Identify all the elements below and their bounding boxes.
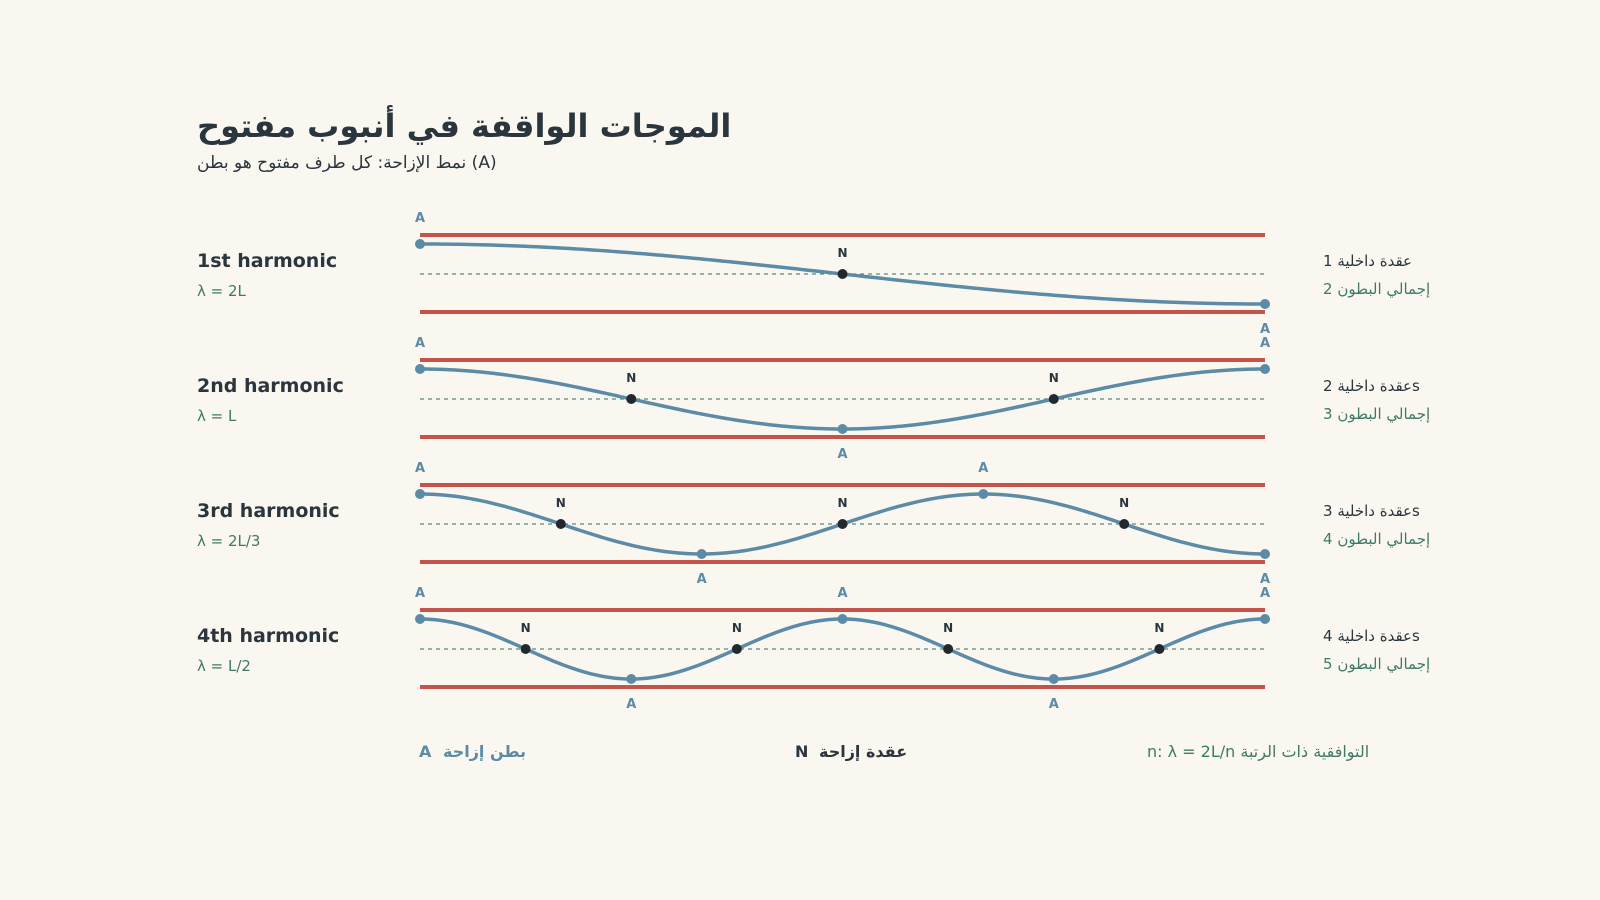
antinode-marker [837, 614, 848, 624]
antinode-label: A [1260, 572, 1270, 587]
antinode-label: A [1260, 336, 1270, 351]
antinode-marker [1260, 614, 1270, 624]
legend-node-symbol: N [795, 742, 808, 761]
page-subtitle: نمط الإزاحة: كل طرف مفتوح هو بطن (A) [197, 153, 497, 173]
node-marker [520, 644, 531, 654]
node-label: N [556, 496, 566, 510]
displacement-wave [418, 367, 1267, 431]
page-title: الموجات الواقفة في أنبوب مفتوح [197, 105, 731, 145]
antinode-marker [1260, 299, 1270, 309]
legend-node-text: عقدة إزاحة [819, 742, 907, 761]
antinode-marker [415, 364, 425, 374]
antinode-marker [1048, 674, 1059, 684]
internal-nodes-count: 2 عقدة داخليةs [1323, 377, 1420, 395]
antinode-marker [415, 489, 425, 499]
total-antinodes-count: 3 إجمالي البطون [1323, 405, 1430, 424]
antinode-label: A [1049, 697, 1059, 712]
antinode-marker [1260, 364, 1270, 374]
antinode-marker [837, 424, 848, 434]
harmonic-row-1: 1st harmonic λ = 2L 1 عقدة داخلية 2 إجمالي … [197, 211, 1430, 337]
antinode-label: A [837, 447, 847, 462]
antinode-label: A [697, 572, 707, 587]
wavelength-label: λ = L/2 [197, 657, 251, 675]
antinode-label: A [415, 211, 425, 226]
node-label: N [732, 621, 742, 635]
displacement-wave [418, 617, 1267, 681]
harmonic-label: 4th harmonic [197, 625, 339, 647]
node-label: N [837, 246, 847, 260]
harmonic-rows: 1st harmonic λ = 2L 1 عقدة داخلية 2 إجمالي … [197, 211, 1430, 712]
node-marker [943, 644, 954, 654]
node-marker [1119, 519, 1130, 529]
total-antinodes-count: 5 إجمالي البطون [1323, 655, 1430, 674]
harmonic-row-4: 4th harmonic λ = L/2 4 عقدة داخليةs 5 إجمال… [197, 586, 1430, 712]
harmonic-label: 3rd harmonic [197, 500, 340, 522]
total-antinodes-count: 4 إجمالي البطون [1323, 530, 1430, 549]
antinode-label: A [1260, 586, 1270, 601]
antinode-label: A [837, 586, 847, 601]
internal-nodes-count: 3 عقدة داخليةs [1323, 502, 1420, 520]
wavelength-label: λ = 2L [197, 282, 247, 300]
antinode-marker [626, 674, 637, 684]
antinode-marker [1260, 549, 1270, 559]
antinode-marker [696, 549, 707, 559]
node-marker [1154, 644, 1165, 654]
wavelength-label: λ = L [197, 407, 237, 425]
internal-nodes-count: 1 عقدة داخلية [1323, 252, 1412, 270]
node-marker [837, 519, 848, 529]
antinode-label: A [1260, 322, 1270, 337]
harmonic-label: 2nd harmonic [197, 375, 344, 397]
wavelength-label: λ = 2L/3 [197, 532, 260, 550]
node-label: N [1154, 621, 1164, 635]
node-label: N [837, 496, 847, 510]
node-label: N [943, 621, 953, 635]
node-label: N [1119, 496, 1129, 510]
antinode-marker [415, 614, 425, 624]
node-label: N [521, 621, 531, 635]
node-marker [731, 644, 742, 654]
internal-nodes-count: 4 عقدة داخليةs [1323, 627, 1420, 645]
legend-antinode-symbol: A [419, 742, 432, 761]
node-marker [626, 394, 637, 404]
node-label: N [626, 371, 636, 385]
node-marker [837, 269, 848, 279]
node-marker [555, 519, 566, 529]
node-marker [1048, 394, 1059, 404]
legend-antinode-text: بطن إزاحة [443, 742, 526, 761]
legend-formula: n: λ = 2L/n التوافقية ذات الرتبة [1147, 742, 1369, 762]
harmonic-row-3: 3rd harmonic λ = 2L/3 3 عقدة داخليةs 4 إجما… [197, 461, 1430, 587]
harmonic-row-2: 2nd harmonic λ = L 2 عقدة داخليةs 3 إجمالي … [197, 336, 1430, 462]
antinode-label: A [415, 586, 425, 601]
node-label: N [1049, 371, 1059, 385]
antinode-label: A [415, 336, 425, 351]
antinode-label: A [978, 461, 988, 476]
antinode-label: A [626, 697, 636, 712]
antinode-marker [415, 239, 425, 249]
antinode-label: A [415, 461, 425, 476]
antinode-marker [978, 489, 989, 499]
legend: A بطن إزاحة N عقدة إزاحة n: λ = 2L/n الت… [419, 742, 1369, 762]
total-antinodes-count: 2 إجمالي البطون [1323, 280, 1430, 299]
harmonic-label: 1st harmonic [197, 250, 337, 272]
